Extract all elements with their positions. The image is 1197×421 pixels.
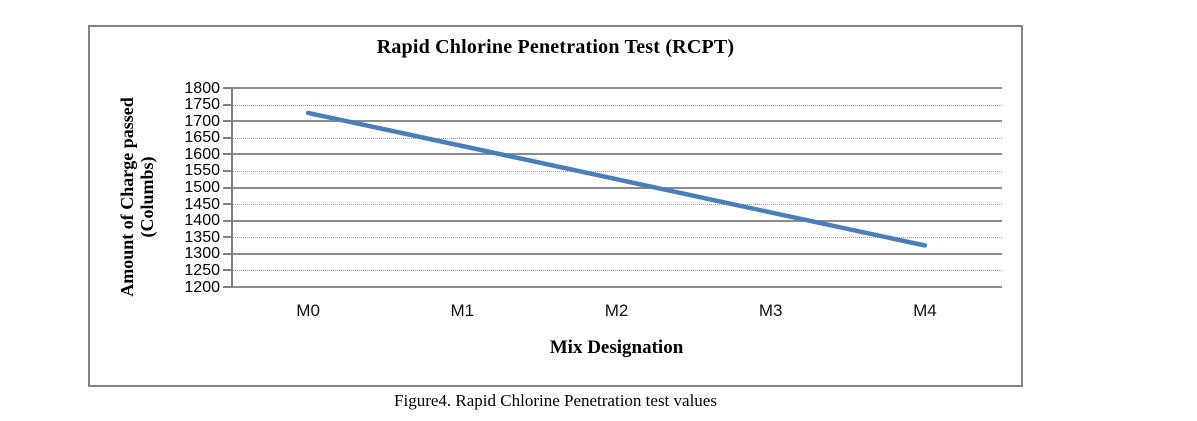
y-tick-label-1200: 1200 [184,278,220,296]
y-tick-1550 [223,169,232,172]
y-tick-label-1250: 1250 [184,261,220,279]
x-category-label-M2: M2 [604,301,629,320]
minor-gridline-1750 [231,104,1002,106]
major-gridline-1800 [231,87,1002,89]
y-tick-label-1550: 1550 [184,162,220,180]
y-axis-title: Amount of Charge passed (Columbs) [117,97,157,297]
y-tick-label-1650: 1650 [184,129,220,147]
y-tick-1750 [223,103,232,106]
y-tick-1650 [223,136,232,139]
y-tick-1350 [223,236,232,239]
y-axis-line [231,87,233,288]
y-tick-label-1400: 1400 [184,212,220,230]
y-tick-1800 [223,87,232,89]
y-axis-title-line2: (Columbs) [137,156,157,238]
x-category-label-M3: M3 [758,301,783,320]
y-tick-label-1350: 1350 [184,228,220,246]
chart-frame [88,25,1023,387]
y-axis-title-line1: Amount of Charge passed [117,97,137,297]
y-tick-1450 [223,203,232,206]
y-tick-1500 [223,186,232,189]
minor-gridline-1650 [231,137,1002,139]
y-tick-label-1600: 1600 [184,145,220,163]
x-category-label-M0: M0 [296,301,320,320]
major-gridline-1700 [231,120,1002,123]
y-tick-label-1500: 1500 [184,179,220,196]
minor-gridline-1550 [231,170,1002,172]
plot-area [231,87,1002,288]
y-tick-1300 [223,252,232,255]
major-gridline-1500 [231,186,1002,189]
y-tick-1600 [223,153,232,156]
y-tick-label-1750: 1750 [184,96,220,114]
x-category-label-M4: M4 [913,301,937,320]
minor-gridline-1350 [231,237,1002,239]
y-tick-label-1450: 1450 [184,195,220,213]
y-tick-1700 [223,120,232,123]
y-tick-1250 [223,269,232,272]
y-tick-label-1300: 1300 [184,245,220,263]
line-series [305,110,928,248]
minor-gridline-1250 [231,270,1002,272]
chart-title: Rapid Chlorine Penetration Test (RCPT) [376,36,735,58]
minor-gridline-1450 [231,204,1002,206]
figure-caption: Figure4. Rapid Chlorine Penetration test… [394,391,717,410]
y-tick-1200 [223,286,232,288]
x-category-label-M1: M1 [450,301,475,320]
major-gridline-1300 [231,252,1002,255]
y-tick-1400 [223,219,232,222]
major-gridline-1600 [231,153,1002,156]
x-axis-title: Mix Designation [549,337,684,358]
major-gridline-1400 [231,219,1002,222]
y-tick-label-1700: 1700 [184,112,220,130]
rcpt-line [305,110,928,248]
major-gridline-1200 [231,286,1002,288]
y-tick-label-1800: 1800 [184,79,220,97]
